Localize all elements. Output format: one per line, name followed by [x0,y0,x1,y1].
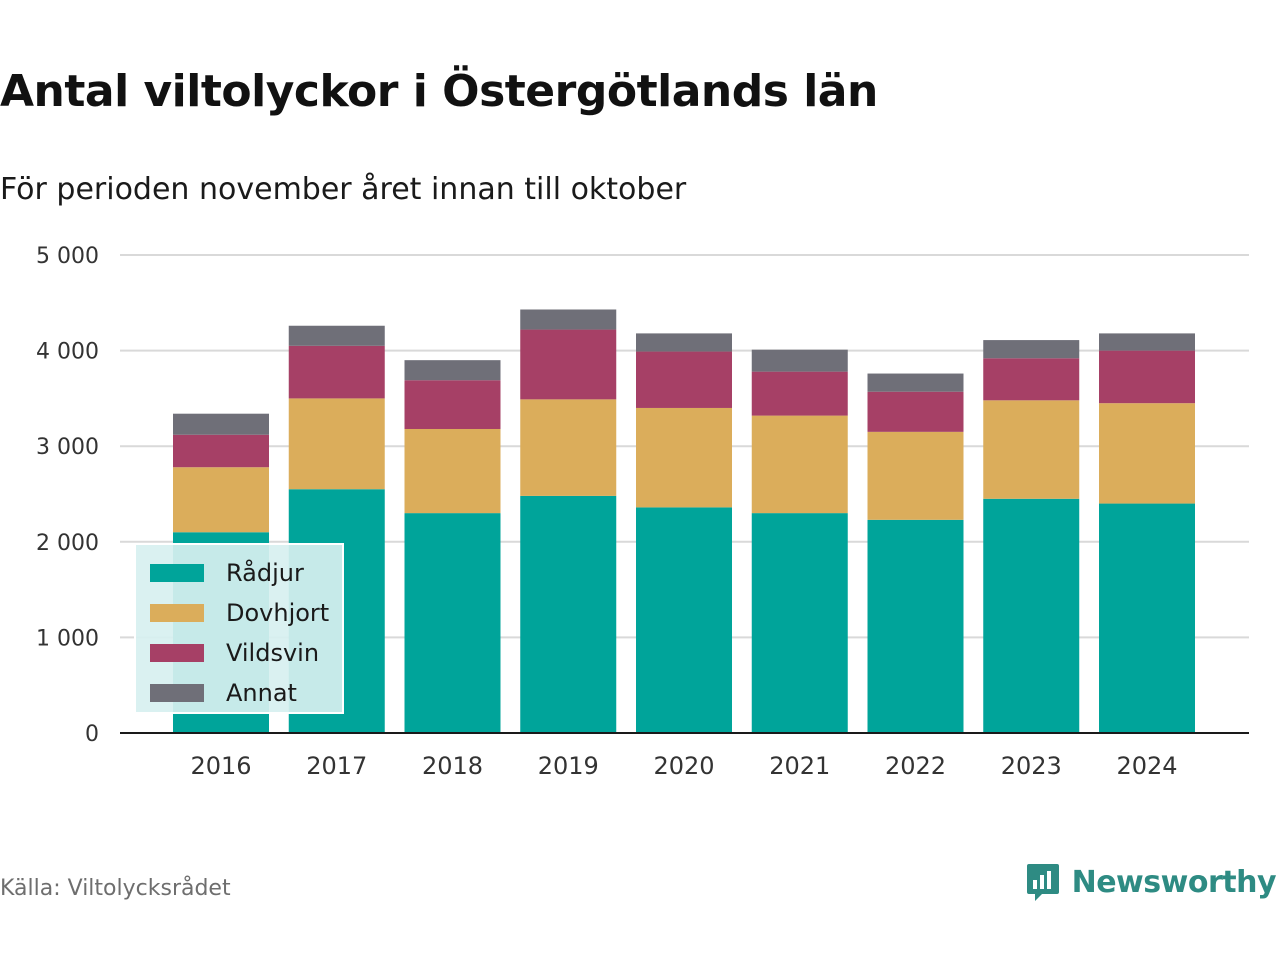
bar-rådjur-2018 [404,513,501,733]
bar-annat-2024 [1099,333,1195,351]
bar-stack-2024 [1099,333,1195,733]
legend-label: Dovhjort [226,599,330,627]
legend-swatch [150,604,204,622]
bar-rådjur-2023 [983,498,1080,733]
chart-legend: Rådjur Dovhjort Vildsvin Annat [134,543,344,714]
brand-name: Newsworthy [1071,864,1277,900]
bar-annat-2016 [173,413,269,435]
bar-stack-2023 [983,340,1080,733]
legend-swatch [150,564,204,582]
legend-label: Rådjur [226,559,304,587]
y-tick-label: 2 000 [36,531,99,556]
bar-rådjur-2020 [636,507,732,733]
bar-dovhjort-2016 [173,467,269,533]
bar-vildsvin-2018 [404,380,501,429]
y-tick-label: 0 [85,722,99,747]
x-tick-label: 2023 [1001,752,1062,780]
x-tick-label: 2016 [190,752,251,780]
bar-stack-2021 [751,349,848,733]
x-tick-label: 2022 [885,752,946,780]
x-tick-label: 2024 [1116,752,1177,780]
x-tick-label: 2017 [306,752,367,780]
bar-vildsvin-2023 [983,358,1080,401]
x-tick-label: 2019 [538,752,599,780]
bar-dovhjort-2019 [520,399,617,496]
bar-dovhjort-2017 [288,398,385,490]
legend-swatch [150,684,204,702]
bar-vildsvin-2024 [1099,350,1195,404]
y-tick-label: 5 000 [36,244,99,269]
x-axis-tick-labels: 2016 2017 2018 2019 2020 2021 2022 2023 2024 [190,752,1177,780]
bar-annat-2023 [983,340,1080,359]
bar-vildsvin-2020 [636,351,732,408]
bar-vildsvin-2016 [173,434,269,468]
bar-dovhjort-2024 [1099,403,1195,504]
bar-stack-2019 [520,309,617,733]
bar-vildsvin-2022 [867,391,964,432]
bar-annat-2017 [288,325,385,346]
bar-annat-2019 [520,309,617,330]
bar-stack-2018 [404,360,501,733]
y-tick-label: 4 000 [36,340,99,365]
legend-swatch [150,644,204,662]
bar-rådjur-2021 [751,513,848,733]
newsworthy-brand: Newsworthy [1026,862,1277,902]
bar-rådjur-2022 [867,519,964,733]
bar-vildsvin-2021 [751,371,848,416]
legend-item-annat: Annat [150,673,342,713]
chart-subtitle: För perioden november året innan till ok… [0,172,687,207]
bar-stack-2022 [867,373,964,733]
y-tick-label: 3 000 [36,435,99,460]
legend-label: Vildsvin [226,639,320,667]
bar-vildsvin-2017 [288,345,385,399]
bar-vildsvin-2019 [520,329,617,400]
legend-label: Annat [226,679,297,707]
bar-annat-2018 [404,360,501,381]
bar-stack-2020 [636,333,732,733]
bar-annat-2022 [867,373,964,392]
bar-dovhjort-2020 [636,407,732,508]
x-tick-label: 2020 [653,752,714,780]
newsworthy-logo-icon [1026,864,1059,901]
y-axis-tick-labels: 0 1 000 2 000 3 000 4 000 5 000 [36,244,99,747]
bar-rådjur-2019 [520,495,617,733]
bar-dovhjort-2021 [751,415,848,514]
chart-title: Antal viltolyckor i Östergötlands län [0,66,878,117]
bar-dovhjort-2023 [983,400,1080,499]
legend-item-dovhjort: Dovhjort [150,593,342,633]
bar-annat-2021 [751,349,848,372]
source-note: Källa: Viltolycksrådet [0,876,231,901]
bar-dovhjort-2018 [404,428,501,514]
legend-item-vildsvin: Vildsvin [150,633,342,673]
y-tick-label: 1 000 [36,626,99,651]
bar-dovhjort-2022 [867,431,964,520]
legend-item-rådjur: Rådjur [150,553,342,593]
bar-rådjur-2024 [1099,503,1195,733]
x-tick-label: 2018 [422,752,483,780]
bar-annat-2020 [636,333,732,352]
x-tick-label: 2021 [769,752,830,780]
